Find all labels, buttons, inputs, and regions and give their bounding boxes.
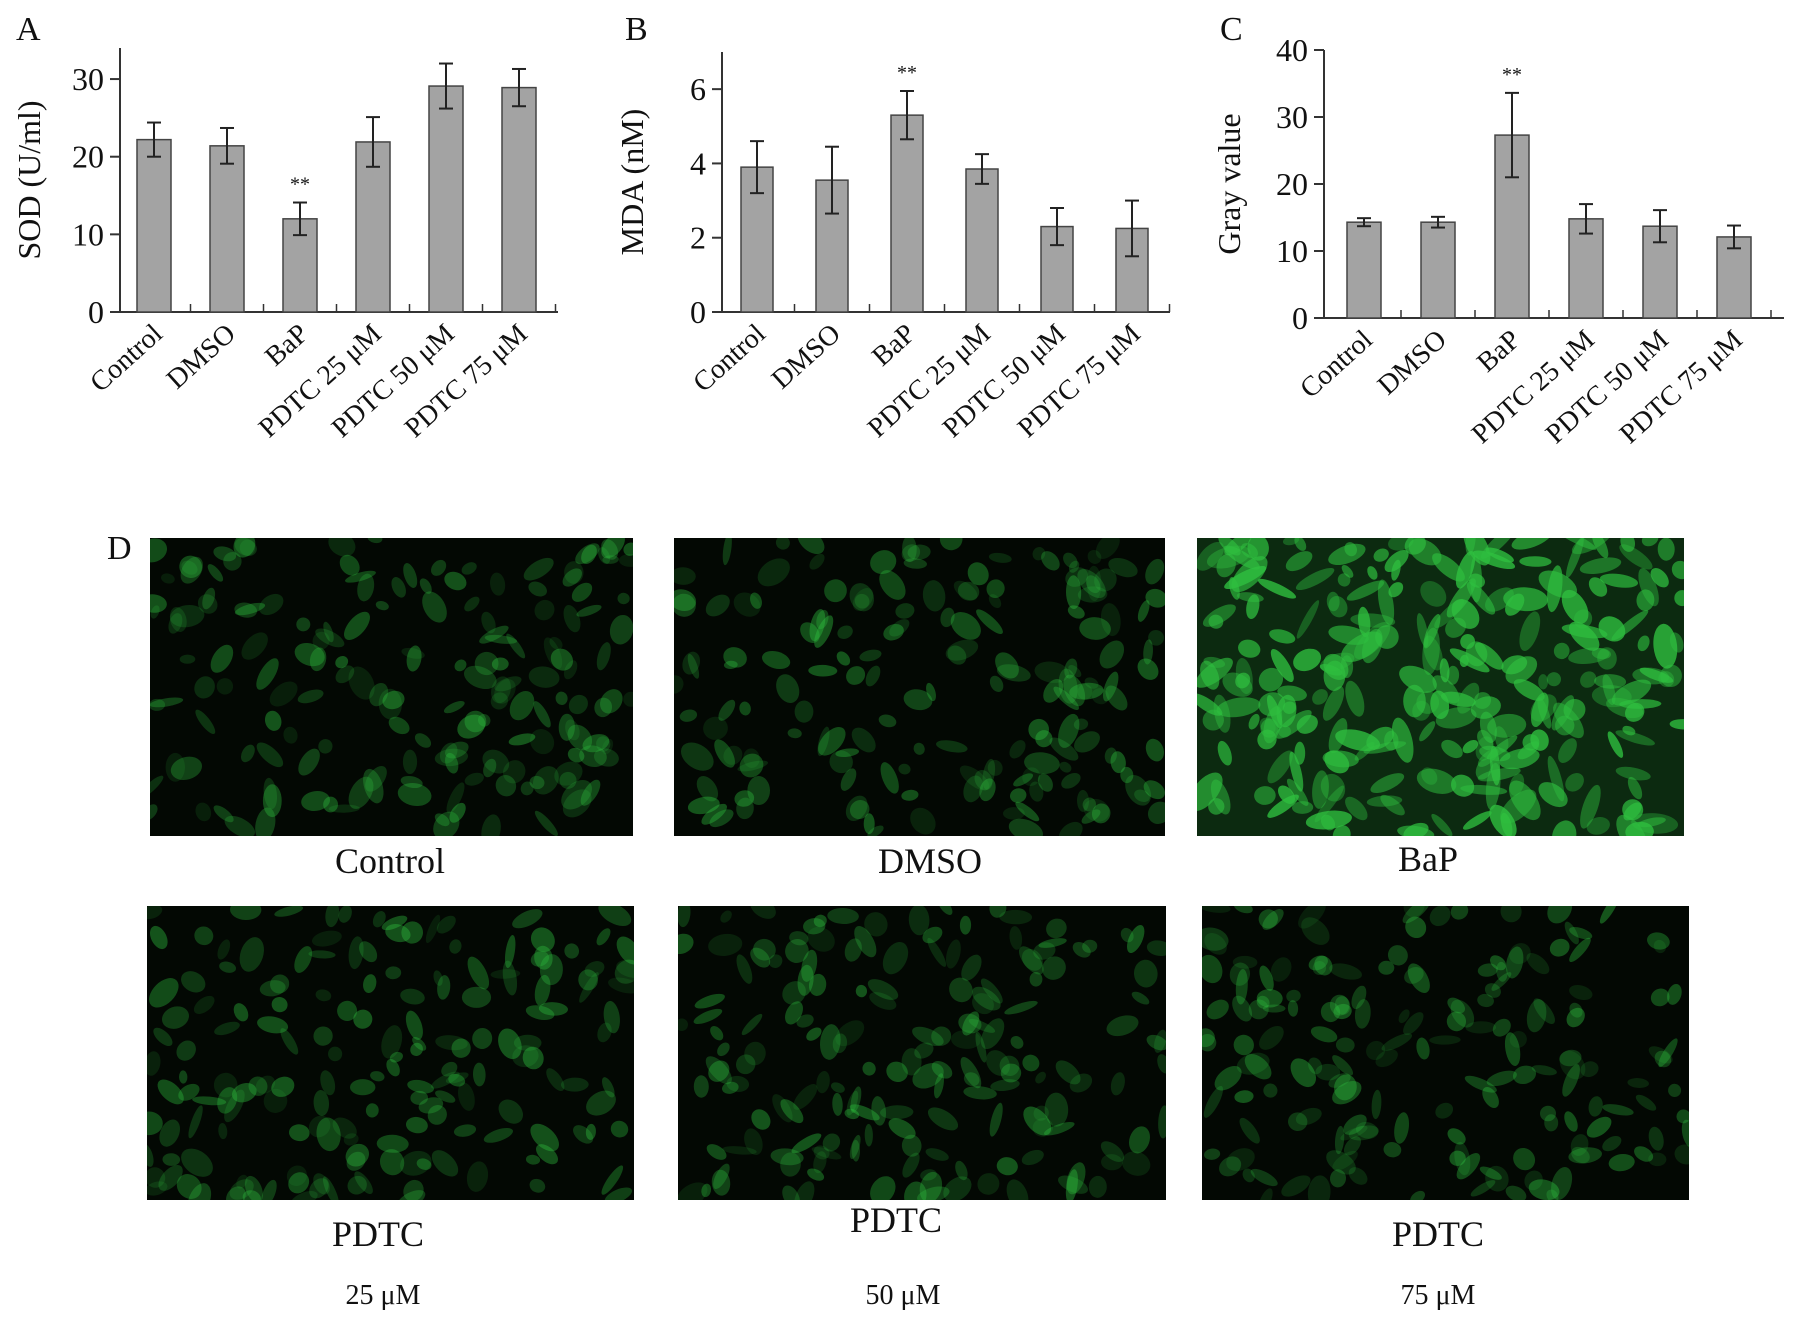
image-caption-bap: BaP	[1397, 839, 1458, 879]
panel-label-a: A	[16, 11, 41, 48]
x-category-label: BaP	[259, 318, 314, 372]
significance-marker: **	[1502, 64, 1522, 86]
bar	[136, 138, 172, 313]
bar	[209, 145, 245, 313]
y-tick-label: 6	[690, 71, 706, 107]
significance-marker: **	[290, 174, 310, 196]
y-tick-label: 2	[690, 220, 706, 256]
bar	[282, 218, 318, 313]
x-category-label: DMSO	[766, 318, 847, 395]
cell-field	[1197, 538, 1684, 836]
image-caption-control: Control	[334, 841, 445, 881]
cell-field	[678, 906, 1166, 1200]
image-subcaption-pdtc-50: 50 μM	[865, 1280, 941, 1311]
panel-label-c: C	[1220, 11, 1243, 48]
fluorescence-image-control	[150, 538, 633, 836]
fluorescence-image-pdtc-50	[678, 906, 1166, 1200]
image-caption-dmso: DMSO	[877, 841, 983, 881]
cell-field	[150, 538, 633, 836]
bar	[1115, 227, 1149, 313]
x-category-label: DMSO	[1372, 324, 1453, 401]
bar	[428, 85, 464, 313]
x-category-label: Control	[1294, 324, 1378, 404]
y-tick-label: 20	[72, 139, 104, 175]
bar	[1568, 218, 1604, 319]
cell-field	[674, 538, 1165, 836]
y-axis-label: SOD (U/ml)	[11, 100, 47, 259]
bar	[890, 114, 924, 313]
x-category-label: Control	[687, 318, 771, 398]
bar	[1346, 221, 1382, 319]
y-tick-label: 4	[690, 145, 706, 181]
bar	[1420, 221, 1456, 319]
y-axis-label: Gray value	[1211, 113, 1247, 254]
x-category-label: Control	[84, 318, 168, 398]
fluorescence-image-pdtc-75	[1202, 906, 1689, 1200]
y-tick-label: 0	[88, 294, 104, 330]
y-tick-label: 40	[1276, 32, 1308, 68]
cell-field	[147, 906, 634, 1200]
x-category-label: DMSO	[161, 318, 242, 395]
bar	[965, 168, 999, 313]
image-subcaption-pdtc-25: 25 μM	[345, 1280, 421, 1311]
y-axis-label: MDA (nM)	[614, 109, 650, 256]
bar	[501, 86, 537, 313]
fluorescence-image-dmso	[674, 538, 1165, 836]
image-subcaption-pdtc-75: 75 μM	[1400, 1280, 1476, 1311]
y-tick-label: 30	[1276, 99, 1308, 135]
image-caption-pdtc-25: PDTC	[331, 1214, 425, 1254]
y-tick-label: 10	[1276, 233, 1308, 269]
fluorescence-image-pdtc-25	[147, 906, 634, 1200]
y-tick-label: 20	[1276, 166, 1308, 202]
panel-label-d: D	[107, 530, 132, 567]
y-tick-label: 0	[1292, 300, 1308, 336]
image-caption-pdtc-50: PDTC	[849, 1200, 943, 1240]
image-caption-pdtc-75: PDTC	[1391, 1214, 1485, 1254]
cell-field	[1202, 906, 1689, 1200]
x-category-label: BaP	[866, 318, 921, 372]
fluorescence-image-bap	[1197, 538, 1684, 836]
panel-label-b: B	[625, 11, 648, 48]
y-tick-label: 10	[72, 216, 104, 252]
bar	[1716, 236, 1752, 319]
x-category-label: BaP	[1471, 324, 1526, 378]
significance-marker: **	[897, 62, 917, 84]
y-tick-label: 0	[690, 294, 706, 330]
y-tick-label: 30	[72, 61, 104, 97]
